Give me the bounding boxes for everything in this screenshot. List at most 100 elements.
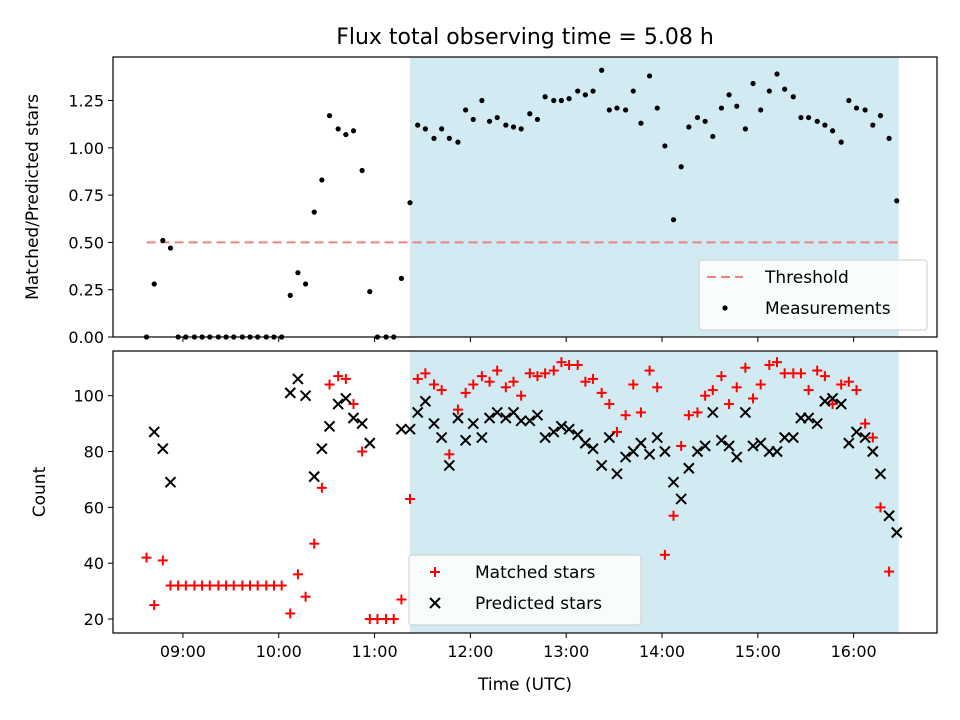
data-point — [758, 107, 764, 113]
data-point — [635, 437, 647, 449]
data-point — [668, 510, 679, 521]
data-point — [748, 393, 759, 404]
data-point — [508, 376, 519, 387]
data-point — [702, 118, 708, 124]
data-point — [435, 431, 448, 444]
data-point — [566, 96, 572, 102]
x-tick-label: 14:00 — [639, 642, 685, 661]
data-point — [149, 600, 160, 611]
data-point — [411, 406, 424, 419]
data-point — [467, 417, 479, 430]
data-point — [886, 135, 892, 141]
data-point — [510, 124, 517, 130]
data-point — [795, 368, 806, 379]
data-point — [827, 399, 838, 410]
data-point — [638, 120, 644, 126]
y-tick-label: 60 — [84, 498, 104, 517]
data-point — [614, 105, 620, 111]
data-point — [819, 371, 830, 382]
data-point — [707, 385, 718, 396]
data-point — [462, 107, 469, 113]
data-point — [323, 420, 336, 433]
data-point — [503, 122, 509, 128]
y-tick-label: 0.25 — [68, 281, 104, 300]
data-point — [542, 94, 548, 100]
data-point — [395, 423, 408, 435]
series-matched-stars — [141, 357, 895, 625]
data-point — [755, 379, 766, 390]
y-tick-label: 1.25 — [68, 92, 104, 111]
y-tick-label: 80 — [84, 443, 104, 462]
data-point — [299, 389, 312, 402]
data-point — [316, 482, 327, 493]
data-point — [754, 437, 767, 449]
data-point — [311, 209, 317, 215]
data-point — [771, 445, 783, 458]
data-point — [518, 126, 524, 132]
data-point — [340, 373, 351, 384]
data-point — [802, 412, 815, 424]
data-point — [422, 126, 428, 132]
data-point — [811, 417, 823, 430]
data-point — [611, 468, 623, 480]
data-point — [491, 406, 503, 419]
data-point — [405, 493, 416, 504]
x-tick-label: 11:00 — [352, 642, 398, 661]
data-point — [476, 371, 487, 382]
data-point — [452, 412, 464, 424]
data-point — [388, 614, 399, 625]
data-point — [774, 71, 780, 77]
data-point — [555, 420, 568, 433]
data-point — [516, 390, 527, 401]
y-tick-label: 0.50 — [68, 233, 104, 252]
data-point — [484, 376, 495, 387]
data-point — [731, 451, 743, 463]
data-point — [316, 443, 328, 455]
data-point — [326, 113, 333, 119]
data-point — [630, 88, 636, 94]
data-point — [548, 426, 560, 438]
data-point — [867, 432, 878, 443]
data-point — [790, 94, 796, 100]
data-point — [667, 476, 680, 488]
data-point — [412, 373, 423, 384]
data-point — [580, 376, 591, 387]
data-point — [548, 365, 559, 376]
data-point — [603, 431, 616, 444]
data-point — [829, 128, 836, 134]
data-point — [486, 118, 493, 124]
data-point — [691, 445, 704, 458]
legend: Matched stars Predicted stars — [408, 554, 642, 626]
data-point — [692, 407, 703, 418]
data-point — [324, 379, 335, 390]
data-point — [428, 417, 440, 430]
data-point — [204, 580, 215, 591]
data-point — [167, 245, 174, 251]
chart-title: Flux total observing time = 5.08 h — [336, 25, 714, 50]
data-point — [891, 526, 903, 539]
data-point — [563, 423, 575, 435]
data-point — [372, 614, 383, 625]
data-point — [575, 88, 581, 94]
data-point — [659, 549, 670, 560]
data-point — [492, 365, 503, 376]
data-point — [670, 217, 677, 223]
x-tick-label: 15:00 — [735, 642, 781, 661]
legend-box — [408, 554, 642, 626]
legend-box — [698, 259, 928, 331]
data-point — [452, 404, 463, 415]
data-point — [476, 431, 488, 444]
data-point — [644, 365, 655, 376]
data-point — [867, 445, 879, 458]
data-point — [459, 434, 472, 447]
data-point — [726, 92, 732, 98]
data-point — [531, 409, 544, 421]
y-tick-label: 40 — [84, 554, 104, 573]
data-point — [606, 107, 612, 113]
legend-handle — [429, 597, 441, 609]
data-point — [157, 555, 168, 566]
data-point — [643, 448, 656, 461]
legend: Threshold Measurements — [698, 259, 928, 331]
data-point — [870, 122, 876, 128]
data-point — [723, 440, 735, 452]
